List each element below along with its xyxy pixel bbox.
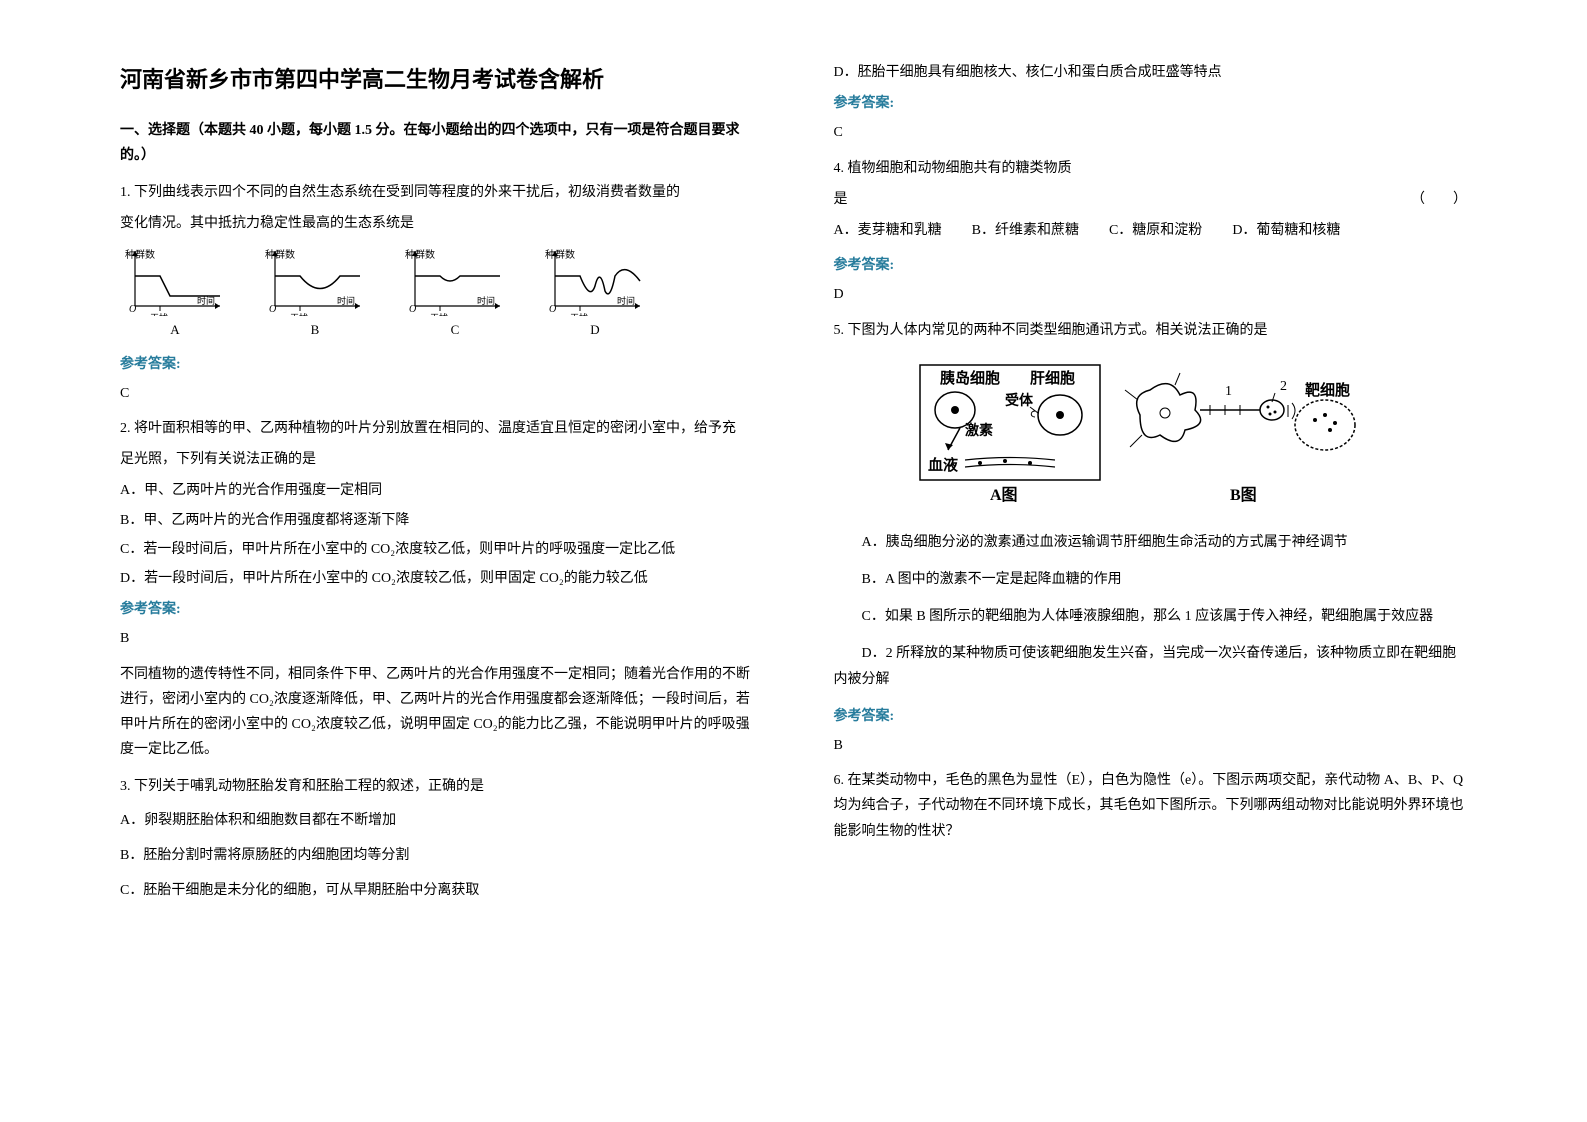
q4-paren: （ ） bbox=[1411, 187, 1467, 212]
question-4: 4. 植物细胞和动物细胞共有的糖类物质 是 （ ） A．麦芽糖和乳糖 B．纤维素… bbox=[834, 156, 1468, 308]
q3-answer: C bbox=[834, 120, 1468, 145]
q1-chart-c-label: C bbox=[451, 318, 460, 341]
q2-explain: 不同植物的遗传特性不同，相同条件下甲、乙两叶片的光合作用强度不一定相同；随着光合… bbox=[120, 662, 754, 763]
section-head: 一、选择题（本题共 40 小题，每小题 1.5 分。在每小题给出的四个选项中，只… bbox=[120, 118, 754, 168]
svg-text:血液: 血液 bbox=[928, 456, 959, 474]
svg-text:干扰: 干扰 bbox=[290, 312, 308, 316]
svg-text:种群数: 种群数 bbox=[265, 248, 295, 261]
svg-text:B图: B图 bbox=[1230, 486, 1257, 504]
q1-stem-line1: 1. 下列曲线表示四个不同的自然生态系统在受到同等程度的外来干扰后，初级消费者数… bbox=[120, 180, 754, 205]
chart-ylabel: 种群数 bbox=[125, 248, 155, 261]
q4-stem-1: 4. 植物细胞和动物细胞共有的糖类物质 bbox=[834, 156, 1468, 181]
q1-chart-d-label: D bbox=[590, 318, 599, 341]
q4-options: A．麦芽糖和乳糖 B．纤维素和蔗糖 C．糖原和淀粉 D．葡萄糖和核糖 bbox=[834, 218, 1468, 243]
svg-text:干扰: 干扰 bbox=[150, 312, 168, 316]
svg-text:时间: 时间 bbox=[477, 295, 495, 306]
q1-chart-a: 种群数 时间 干扰 O A bbox=[120, 246, 230, 341]
q1-answer-label: 参考答案: bbox=[120, 352, 754, 377]
question-1: 1. 下列曲线表示四个不同的自然生态系统在受到同等程度的外来干扰后，初级消费者数… bbox=[120, 180, 754, 406]
svg-text:种群数: 种群数 bbox=[545, 248, 575, 261]
q5-answer: B bbox=[834, 733, 1468, 758]
q2-answer-label: 参考答案: bbox=[120, 597, 754, 622]
q3-opt-b: B．胚胎分割时需将原肠胚的内细胞团均等分割 bbox=[120, 843, 754, 868]
q2-opt-b: B．甲、乙两叶片的光合作用强度都将逐渐下降 bbox=[120, 508, 754, 533]
q2-answer: B bbox=[120, 626, 754, 651]
question-5: 5. 下图为人体内常见的两种不同类型细胞通讯方式。相关说法正确的是 胰岛细胞 激… bbox=[834, 318, 1468, 759]
q6-stem: 6. 在某类动物中，毛色的黑色为显性（E），白色为隐性（e）。下图示两项交配，亲… bbox=[834, 768, 1468, 844]
q4-stem-2: 是 （ ） bbox=[834, 187, 1468, 212]
q4-answer-label: 参考答案: bbox=[834, 253, 1468, 278]
svg-text:O: O bbox=[129, 304, 136, 315]
q4-opt-a: A．麦芽糖和乳糖 bbox=[834, 218, 942, 243]
q3-opt-a: A．卵裂期胚胎体积和细胞数目都在不断增加 bbox=[120, 808, 754, 833]
q1-charts: 种群数 时间 干扰 O A 种群数 时间 bbox=[120, 246, 754, 341]
svg-text:受体: 受体 bbox=[1005, 392, 1034, 409]
q4-opt-c: C．糖原和淀粉 bbox=[1109, 218, 1202, 243]
q3-stem: 3. 下列关于哺乳动物胚胎发育和胚胎工程的叙述，正确的是 bbox=[120, 774, 754, 799]
svg-text:时间: 时间 bbox=[617, 295, 635, 306]
question-3: 3. 下列关于哺乳动物胚胎发育和胚胎工程的叙述，正确的是 A．卵裂期胚胎体积和细… bbox=[120, 774, 754, 903]
q4-stem-2-text: 是 bbox=[834, 192, 848, 207]
svg-text:种群数: 种群数 bbox=[405, 248, 435, 261]
q3-opt-c: C．胚胎干细胞是未分化的细胞，可从早期胚胎中分离获取 bbox=[120, 878, 754, 903]
svg-text:干扰: 干扰 bbox=[570, 312, 588, 316]
page-title: 河南省新乡市市第四中学高二生物月考试卷含解析 bbox=[120, 60, 754, 100]
svg-text:激素: 激素 bbox=[965, 422, 993, 439]
q2-opt-a: A．甲、乙两叶片的光合作用强度一定相同 bbox=[120, 478, 754, 503]
q4-answer: D bbox=[834, 282, 1468, 307]
q2-opt-d: D．若一段时间后，甲叶片所在小室中的 CO₂浓度较乙低，则甲固定 CO₂的能力较… bbox=[120, 566, 754, 591]
svg-text:2: 2 bbox=[1280, 379, 1287, 394]
q5-opt-a: A．胰岛细胞分泌的激素通过血液运输调节肝细胞生命活动的方式属于神经调节 bbox=[834, 530, 1468, 555]
q1-chart-d: 种群数 时间 干扰 O D bbox=[540, 246, 650, 341]
q1-chart-a-label: A bbox=[170, 318, 179, 341]
svg-text:A图: A图 bbox=[990, 486, 1018, 504]
svg-text:时间: 时间 bbox=[197, 295, 215, 306]
svg-text:干扰: 干扰 bbox=[430, 312, 448, 316]
q4-opt-b: B．纤维素和蔗糖 bbox=[972, 218, 1079, 243]
question-2: 2. 将叶面积相等的甲、乙两种植物的叶片分别放置在相同的、温度适宜且恒定的密闭小… bbox=[120, 416, 754, 762]
q4-opt-d: D．葡萄糖和核糖 bbox=[1232, 218, 1340, 243]
q3-answer-label: 参考答案: bbox=[834, 91, 1468, 116]
q5-opt-d: D．2 所释放的某种物质可使该靶细胞发生兴奋，当完成一次兴奋传递后，该种物质立即… bbox=[834, 641, 1468, 691]
q5-opt-c: C．如果 B 图所示的靶细胞为人体唾液腺细胞，那么 1 应该属于传入神经，靶细胞… bbox=[834, 604, 1468, 629]
q1-chart-b: 种群数 时间 干扰 O B bbox=[260, 246, 370, 341]
q1-chart-b-label: B bbox=[311, 318, 320, 341]
svg-text:靶细胞: 靶细胞 bbox=[1305, 381, 1350, 399]
q2-opt-c: C．若一段时间后，甲叶片所在小室中的 CO₂浓度较乙低，则甲叶片的呼吸强度一定比… bbox=[120, 537, 754, 562]
q3-opt-d: D．胚胎干细胞具有细胞核大、核仁小和蛋白质合成旺盛等特点 bbox=[834, 60, 1468, 85]
q1-answer: C bbox=[120, 381, 754, 406]
q5-stem: 5. 下图为人体内常见的两种不同类型细胞通讯方式。相关说法正确的是 bbox=[834, 318, 1468, 343]
svg-text:O: O bbox=[549, 304, 556, 315]
q2-stem-1: 2. 将叶面积相等的甲、乙两种植物的叶片分别放置在相同的、温度适宜且恒定的密闭小… bbox=[120, 416, 754, 441]
svg-text:肝细胞: 肝细胞 bbox=[1030, 369, 1075, 387]
q1-stem-line2: 变化情况。其中抵抗力稳定性最高的生态系统是 bbox=[120, 211, 754, 236]
svg-text:O: O bbox=[409, 304, 416, 315]
svg-text:O: O bbox=[269, 304, 276, 315]
q5-answer-label: 参考答案: bbox=[834, 704, 1468, 729]
q1-chart-c: 种群数 时间 干扰 O C bbox=[400, 246, 510, 341]
q5-opt-b: B．A 图中的激素不一定是起降血糖的作用 bbox=[834, 567, 1468, 592]
svg-text:1: 1 bbox=[1225, 384, 1232, 399]
question-6: 6. 在某类动物中，毛色的黑色为显性（E），白色为隐性（e）。下图示两项交配，亲… bbox=[834, 768, 1468, 844]
svg-text:时间: 时间 bbox=[337, 295, 355, 306]
q2-stem-2: 足光照，下列有关说法正确的是 bbox=[120, 447, 754, 472]
q5-diagram: 胰岛细胞 激素 血液 肝细胞 受体 bbox=[834, 355, 1468, 514]
svg-text:胰岛细胞: 胰岛细胞 bbox=[940, 369, 1000, 387]
